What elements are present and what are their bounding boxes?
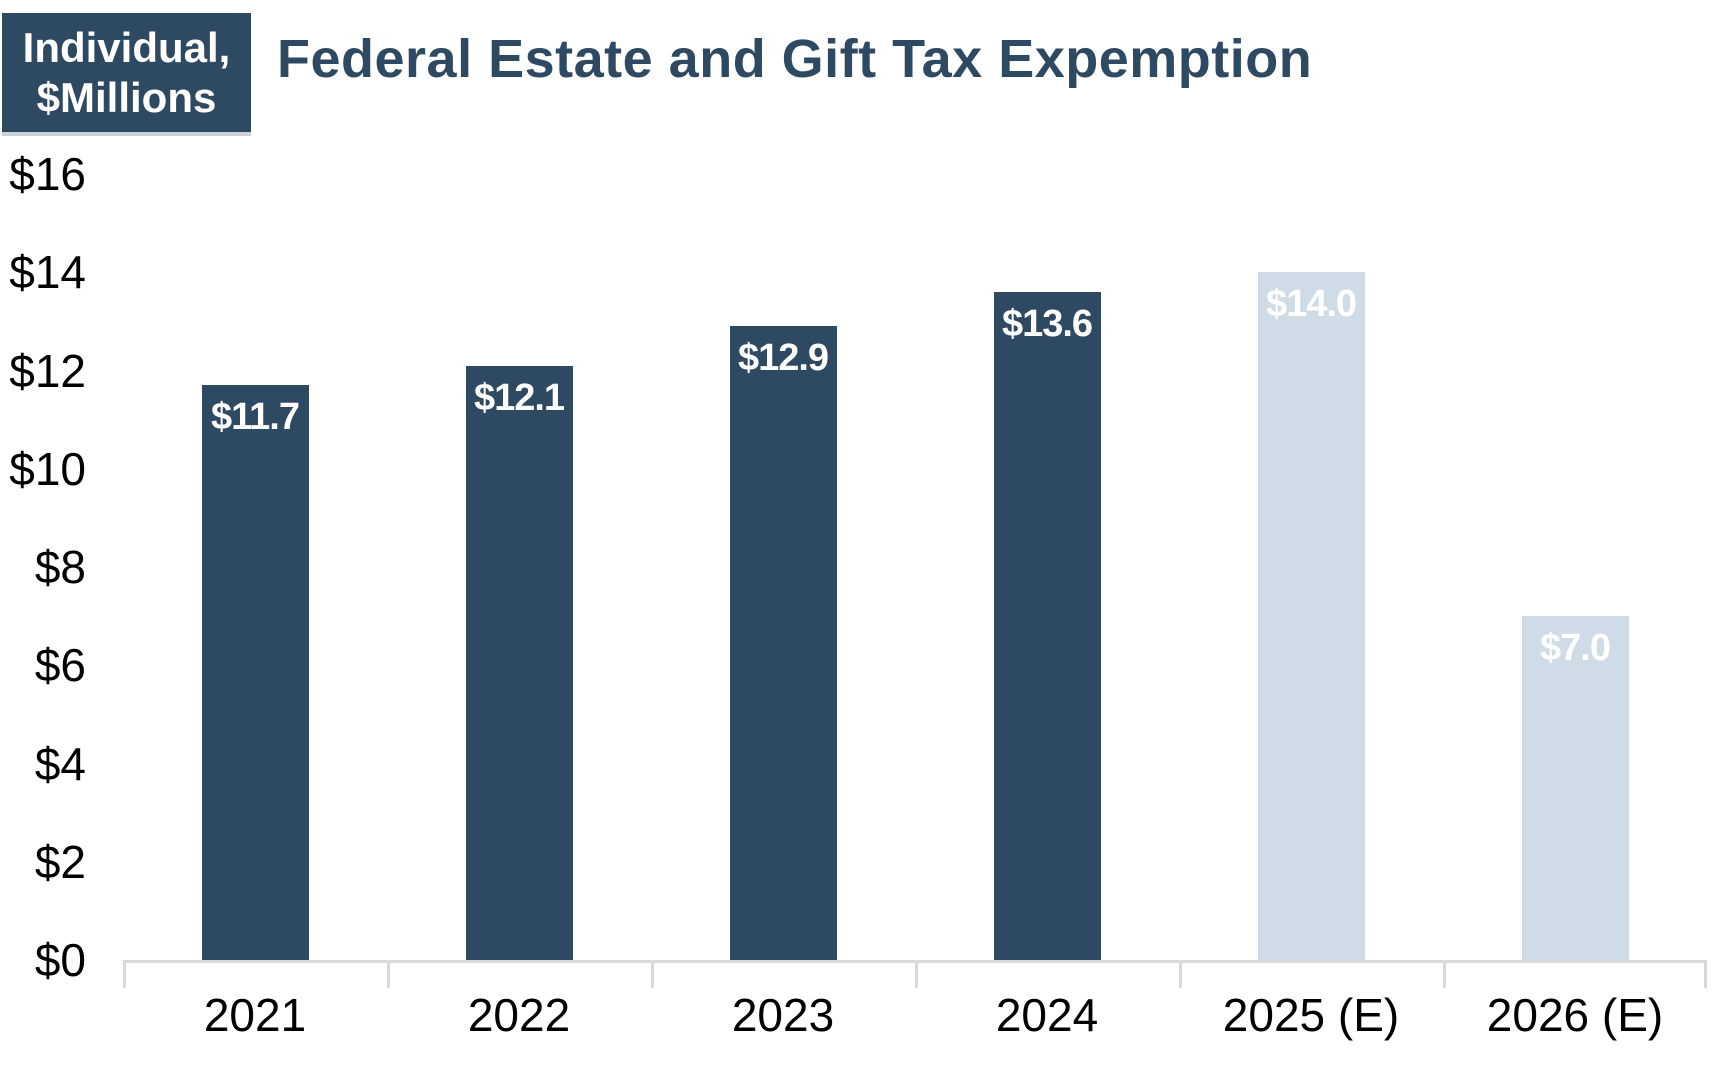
bar: $7.0	[1521, 616, 1629, 960]
x-tick-label: 2021	[203, 989, 307, 1041]
axis-tick	[1443, 960, 1446, 988]
y-tick-label: $0	[34, 934, 86, 986]
plot-area: $11.7 $12.1 $12.9 $13.6 $14.0 $7.0	[123, 174, 1707, 988]
bar: $13.6	[993, 291, 1101, 960]
units-badge: Individual, $Millions	[2, 13, 251, 132]
y-tick-label: $4	[34, 737, 86, 790]
bar-value-label: $11.7	[211, 396, 300, 439]
bar: $12.1	[465, 365, 573, 960]
bar-value-label: $7.0	[1540, 627, 1611, 670]
units-badge-line-2: $Millions	[36, 73, 217, 121]
y-tick-label: $14	[9, 246, 86, 299]
x-tick-label: 2023	[731, 989, 835, 1041]
bar-value-label: $14.0	[1265, 283, 1357, 326]
bar-value-label: $13.6	[1001, 302, 1093, 345]
x-tick-label: 2026 (E)	[1486, 989, 1664, 1041]
bar-value-label: $12.1	[473, 376, 565, 419]
x-tick-label: 2022	[467, 989, 571, 1041]
x-tick-label: 2025 (E)	[1222, 989, 1400, 1041]
bar-value-label: $12.9	[737, 337, 829, 380]
bar: $12.9	[729, 326, 837, 960]
y-tick-label: $6	[34, 639, 86, 692]
x-tick-label: 2024	[995, 989, 1099, 1041]
axis-tick	[1179, 960, 1182, 988]
units-badge-line-1: Individual,	[22, 23, 231, 71]
y-tick-label: $10	[9, 442, 86, 495]
chart-title: Federal Estate and Gift Tax Expemption	[277, 29, 1313, 89]
axis-tick	[123, 960, 126, 988]
axis-tick	[1704, 960, 1707, 988]
y-tick-label: $2	[34, 835, 86, 888]
axis-tick	[651, 960, 654, 988]
y-tick-label: $16	[9, 148, 86, 200]
x-axis: 2021 2022 2023 2024 2025 (E) 2026 (E)	[123, 988, 1707, 1048]
axis-tick	[387, 960, 390, 988]
bar: $14.0	[1257, 272, 1365, 960]
y-tick-label: $8	[34, 541, 86, 593]
bar: $11.7	[201, 385, 309, 960]
y-axis: $0 $2 $4 $6 $8 $10 $12 $14 $16	[0, 0, 86, 1077]
axis-tick	[915, 960, 918, 988]
y-tick-label: $12	[9, 344, 86, 397]
